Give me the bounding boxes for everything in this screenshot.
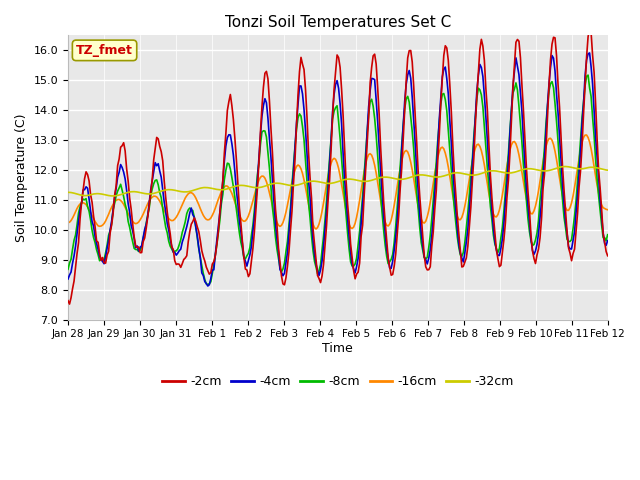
Title: Tonzi Soil Temperatures Set C: Tonzi Soil Temperatures Set C — [225, 15, 451, 30]
Text: TZ_fmet: TZ_fmet — [76, 44, 133, 57]
Y-axis label: Soil Temperature (C): Soil Temperature (C) — [15, 113, 28, 242]
Legend: -2cm, -4cm, -8cm, -16cm, -32cm: -2cm, -4cm, -8cm, -16cm, -32cm — [157, 370, 518, 393]
X-axis label: Time: Time — [323, 342, 353, 355]
